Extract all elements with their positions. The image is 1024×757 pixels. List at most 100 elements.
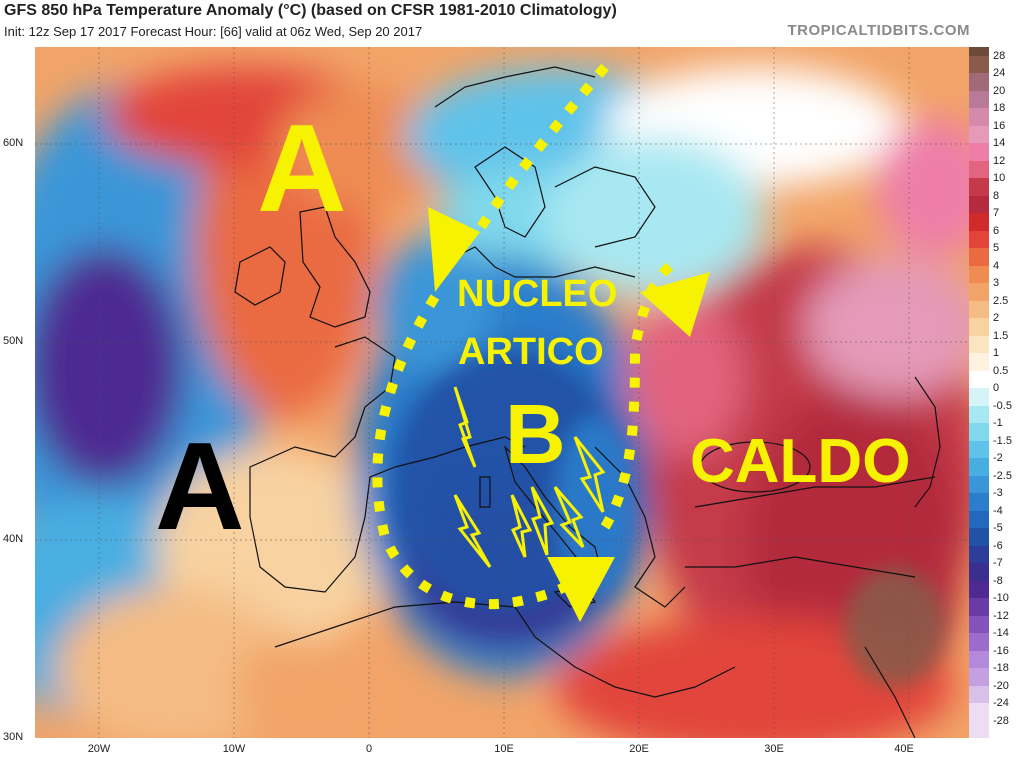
colorbar-swatch — [969, 248, 989, 267]
lightning-icon — [453, 494, 492, 568]
colorbar-swatch — [969, 318, 989, 337]
colorbar-label: 4 — [993, 259, 1000, 272]
lon-label: 40E — [894, 743, 914, 755]
colorbar-swatch — [969, 230, 989, 249]
lightning-icon — [573, 436, 606, 513]
colorbar-label: 12 — [993, 154, 1006, 167]
lightning-icon — [553, 486, 585, 549]
colorbar-label: 8 — [993, 189, 1000, 202]
header: GFS 850 hPa Temperature Anomaly (°C) (ba… — [0, 0, 1024, 46]
colorbar-label: -4 — [993, 504, 1003, 517]
colorbar-swatch — [969, 493, 989, 512]
lon-label: 20E — [629, 743, 649, 755]
lat-label: 30N — [3, 731, 24, 743]
lightning-icon — [453, 386, 477, 468]
colorbar-swatch — [969, 528, 989, 547]
colorbar-label: 24 — [993, 67, 1006, 80]
lat-label: 40N — [3, 533, 24, 545]
colorbar-swatch — [969, 720, 989, 739]
map-svg — [35, 47, 969, 738]
caldo-label: CALDO — [690, 427, 911, 496]
lat-label: 60N — [3, 137, 24, 149]
colorbar-label: 28 — [993, 49, 1006, 62]
colorbar-swatch — [969, 580, 989, 599]
colorbar-label: -2.5 — [993, 469, 1012, 482]
low-pressure-label: B — [505, 387, 566, 481]
colorbar-label: -24 — [993, 697, 1009, 709]
colorbar-swatch — [969, 458, 989, 477]
colorbar-swatch — [969, 300, 989, 319]
colorbar-swatch — [969, 108, 989, 127]
colorbar-label: -6 — [993, 539, 1003, 552]
colorbar-swatch — [969, 423, 989, 442]
colorbar-label: 18 — [993, 102, 1006, 115]
colorbar-label: 5 — [993, 242, 1000, 255]
colorbar-label: -1.5 — [993, 434, 1012, 447]
anticyclone-north-label: A — [257, 100, 347, 238]
colorbar-legend: 28 24 20 18 16 14 12 10 8 7 6 5 4 3 2.5 2 1.5 1 0.5 0 -0.5 -1… — [969, 47, 1024, 739]
colorbar-swatch — [969, 650, 989, 669]
colorbar-label: -10 — [993, 592, 1009, 605]
lon-label: 30E — [764, 743, 784, 755]
circulation-arrows — [372, 63, 679, 610]
colorbar-label: -7 — [993, 557, 1003, 570]
colorbar-swatch — [969, 90, 989, 109]
lon-label: 0 — [365, 743, 373, 755]
map-title: GFS 850 hPa Temperature Anomaly (°C) (ba… — [4, 2, 617, 19]
colorbar-label: -2 — [993, 452, 1003, 465]
colorbar-label: -3 — [993, 487, 1003, 500]
brand-label: TROPICALTIDBITS.COM — [787, 22, 970, 39]
colorbar-swatch — [969, 55, 989, 74]
colorbar-swatch — [969, 440, 989, 459]
colorbar-label: 0.5 — [993, 364, 1009, 377]
graticule — [35, 47, 969, 738]
colorbar-label: 14 — [993, 137, 1006, 150]
colorbar-label: 7 — [993, 207, 1000, 220]
colorbar-label: -18 — [993, 662, 1009, 675]
colorbar-swatch — [969, 633, 989, 652]
colorbar-swatch — [969, 545, 989, 564]
colorbar-swatch — [969, 283, 989, 302]
colorbar-label: -16 — [993, 644, 1009, 657]
lightning-icon — [530, 486, 555, 556]
lat-label: 50N — [3, 335, 24, 347]
colorbar-swatch — [969, 563, 989, 582]
colorbar-label: -14 — [993, 627, 1009, 640]
anomaly-map: A A B NUCLEO ARTICO CALDO — [35, 47, 969, 738]
colorbar-swatch — [969, 388, 989, 407]
lon-label: 20W — [87, 743, 111, 755]
colorbar-swatch — [969, 125, 989, 144]
colorbar-label: 16 — [993, 119, 1006, 132]
colorbar-label: -20 — [993, 679, 1009, 692]
colorbar-label: 1 — [993, 347, 1000, 360]
colorbar-label: -8 — [993, 574, 1003, 587]
colorbar-swatch — [969, 615, 989, 634]
colorbar-swatch — [969, 265, 989, 284]
colorbar-label: -28 — [993, 714, 1009, 727]
arrow-heads — [428, 207, 710, 622]
colorbar-label: 10 — [993, 172, 1006, 185]
colorbar-swatch — [969, 475, 989, 494]
colorbar-swatch — [969, 353, 989, 372]
colorbar-label: 1.5 — [993, 329, 1009, 342]
colorbar-swatch — [969, 370, 989, 389]
colorbar-swatch — [969, 598, 989, 617]
colorbar-swatch — [969, 405, 989, 424]
lightning-icon — [510, 494, 533, 558]
colorbar-swatch — [969, 510, 989, 529]
colorbar-label: 3 — [993, 277, 1000, 290]
lightning-icons — [453, 386, 606, 568]
colorbar-swatch — [969, 195, 989, 214]
anticyclone-south-label: A — [155, 418, 245, 556]
lon-label: 10W — [222, 743, 246, 755]
colorbar-swatch — [969, 47, 989, 56]
colorbar-label: -0.5 — [993, 399, 1012, 412]
artico-label: ARTICO — [458, 331, 604, 373]
colorbar-swatch — [969, 685, 989, 704]
colorbar-swatch — [969, 335, 989, 354]
colorbar-swatch — [969, 73, 989, 92]
colorbar-label: -1 — [993, 417, 1003, 430]
colorbar-swatch — [969, 703, 989, 721]
colorbar-label: -12 — [993, 609, 1009, 622]
colorbar-label: 20 — [993, 84, 1006, 97]
